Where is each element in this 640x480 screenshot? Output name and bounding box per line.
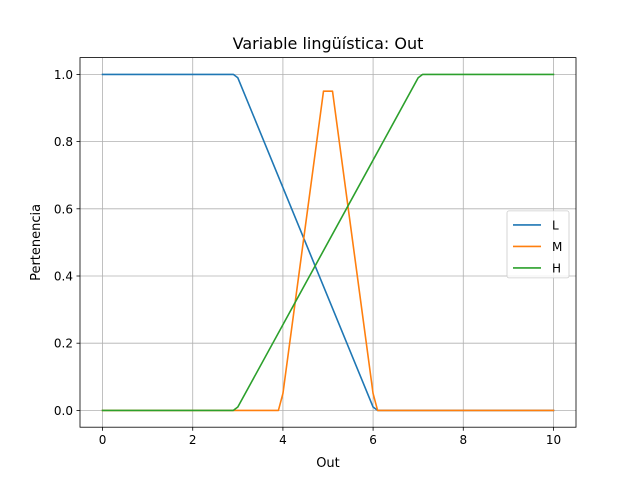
legend: LMH bbox=[506, 210, 570, 279]
x-axis: 0 2 4 6 8 10 bbox=[99, 427, 561, 447]
x-tick-label: 6 bbox=[369, 433, 377, 447]
chart-title: Variable lingüística: Out bbox=[233, 34, 424, 53]
plot-frame bbox=[79, 57, 577, 428]
y-tick-label: 0.8 bbox=[54, 135, 73, 149]
grid bbox=[80, 57, 576, 428]
legend-label-m: M bbox=[552, 240, 562, 254]
y-tick-label: 0.2 bbox=[54, 337, 73, 351]
x-tick-label: 0 bbox=[99, 433, 107, 447]
x-axis-label: Out bbox=[316, 456, 340, 471]
x-tick-label: 8 bbox=[459, 433, 467, 447]
series-line-h bbox=[101, 73, 555, 412]
x-tick-label: 10 bbox=[546, 433, 561, 447]
x-tick-label: 2 bbox=[189, 433, 197, 447]
y-tick-label: 0.0 bbox=[54, 404, 73, 418]
x-tick-label: 4 bbox=[279, 433, 287, 447]
y-axis: 0.0 0.2 0.4 0.6 0.8 1.0 bbox=[54, 68, 80, 418]
legend-box bbox=[506, 210, 570, 279]
y-axis-label: Pertenencia bbox=[29, 204, 44, 281]
y-tick-label: 1.0 bbox=[54, 68, 73, 82]
series-line-m bbox=[101, 90, 555, 412]
legend-label-l: L bbox=[552, 218, 559, 232]
legend-label-h: H bbox=[552, 261, 561, 275]
series-lines bbox=[101, 73, 555, 412]
y-tick-label: 0.6 bbox=[54, 202, 73, 216]
y-tick-label: 0.4 bbox=[54, 270, 73, 284]
